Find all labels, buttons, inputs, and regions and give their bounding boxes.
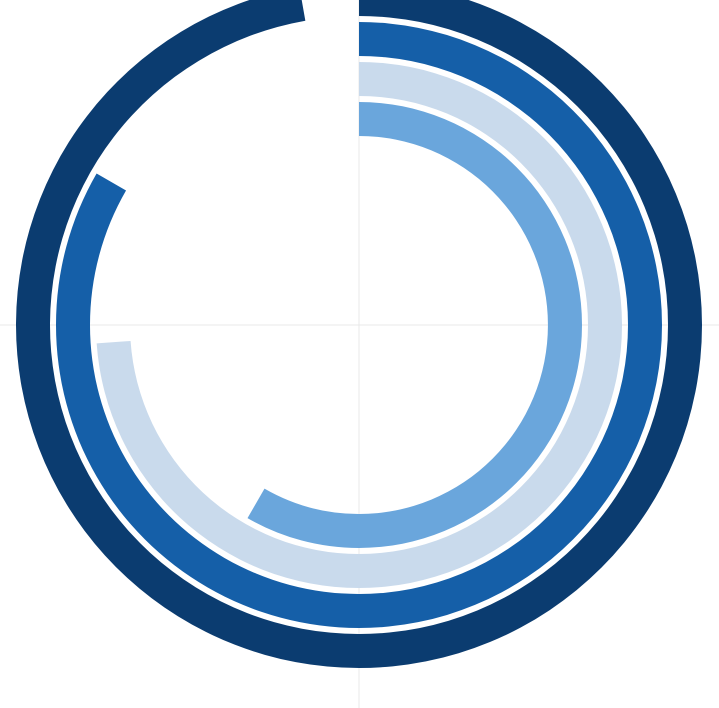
chart-svg xyxy=(0,0,719,708)
radial-bar-chart: WestSouthMidwestNortheast xyxy=(0,0,719,708)
